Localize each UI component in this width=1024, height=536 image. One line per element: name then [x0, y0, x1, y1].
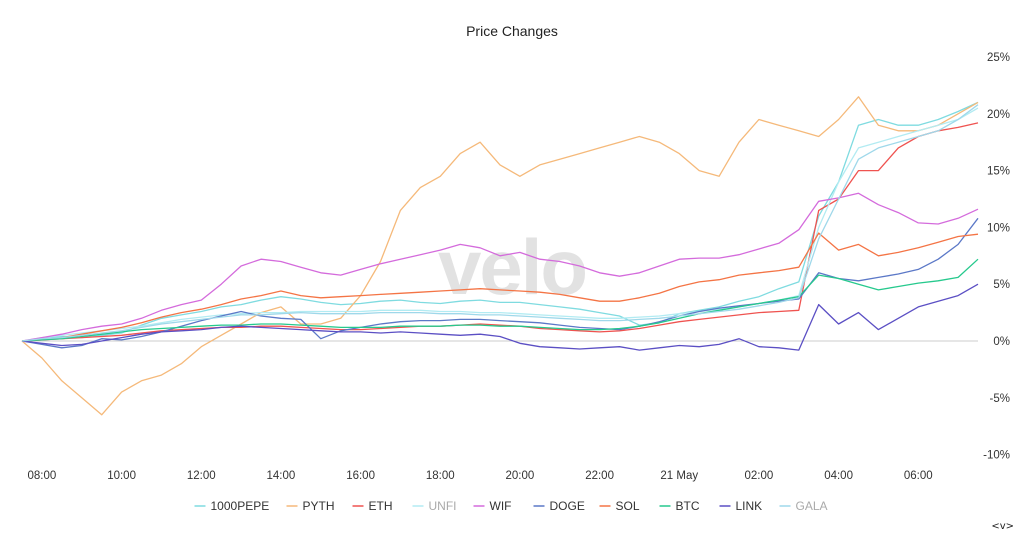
x-tick-label: 16:00 [346, 470, 375, 482]
legend-item-btc[interactable]: BTC [659, 499, 700, 513]
legend-label: LINK [736, 499, 763, 513]
y-tick-label: 20% [987, 109, 1010, 121]
x-tick-label: 20:00 [506, 470, 535, 482]
series-line-doge [21, 217, 979, 349]
legend-item-link[interactable]: LINK [719, 499, 763, 513]
chart-watermark: velo [438, 223, 586, 311]
legend-item-wif[interactable]: WIF [473, 499, 512, 513]
y-axis: 25% 20% 15% 10% 5% 0% -5% -10% [983, 52, 1010, 462]
series-line-1000pepe [21, 101, 979, 342]
series-line-btc [21, 258, 979, 342]
legend-label: DOGE [550, 499, 585, 513]
legend-label: PYTH [303, 499, 335, 513]
x-tick-label: 10:00 [107, 470, 136, 482]
legend-label: ETH [369, 499, 393, 513]
series-lines [21, 96, 979, 416]
x-tick-label: 18:00 [426, 470, 455, 482]
y-tick-label: 5% [993, 279, 1010, 291]
series-line-unfi [21, 107, 979, 342]
y-tick-label: 10% [987, 222, 1010, 234]
y-tick-label: 25% [987, 52, 1010, 64]
legend-item-pyth[interactable]: PYTH [286, 499, 335, 513]
legend-item-unfi[interactable]: UNFI [412, 499, 457, 513]
legend-item-doge[interactable]: DOGE [533, 499, 585, 513]
x-axis: 08:00 10:00 12:00 14:00 16:00 18:00 20:00 22:00… [28, 470, 933, 482]
x-tick-label: 14:00 [267, 470, 296, 482]
chart-title: Price Changes [466, 23, 558, 39]
series-line-gala [21, 104, 979, 342]
legend[interactable]: 1000PEPE PYTH ETH UNFI WIF DOGE SOL BTC LINK GALA [194, 499, 828, 513]
legend-label: UNFI [429, 499, 457, 513]
chart-nav-toggle-button[interactable]: <v> [991, 521, 1014, 532]
legend-item-sol[interactable]: SOL [599, 499, 640, 513]
series-line-sol [21, 232, 979, 342]
legend-item-gala[interactable]: GALA [779, 499, 828, 513]
series-line-link [21, 283, 979, 351]
legend-item-eth[interactable]: ETH [352, 499, 393, 513]
series-line-wif [21, 192, 979, 342]
y-tick-label: 0% [993, 336, 1010, 348]
x-tick-label: 22:00 [585, 470, 614, 482]
series-line-eth [21, 122, 979, 342]
legend-item-1000pepe[interactable]: 1000PEPE [194, 499, 270, 513]
legend-label: GALA [796, 499, 828, 513]
series-line-pyth [21, 96, 979, 416]
x-tick-label: 21 May [660, 470, 698, 482]
legend-label: 1000PEPE [211, 499, 270, 513]
x-tick-label: 12:00 [187, 470, 216, 482]
legend-label: BTC [676, 499, 700, 513]
legend-label: WIF [490, 499, 512, 513]
x-tick-label: 04:00 [824, 470, 853, 482]
y-tick-label: -10% [983, 450, 1010, 462]
y-tick-label: 15% [987, 166, 1010, 178]
x-tick-label: 08:00 [28, 470, 57, 482]
x-tick-label: 06:00 [904, 470, 933, 482]
y-tick-label: -5% [990, 393, 1010, 405]
legend-label: SOL [616, 499, 640, 513]
x-tick-label: 02:00 [745, 470, 774, 482]
